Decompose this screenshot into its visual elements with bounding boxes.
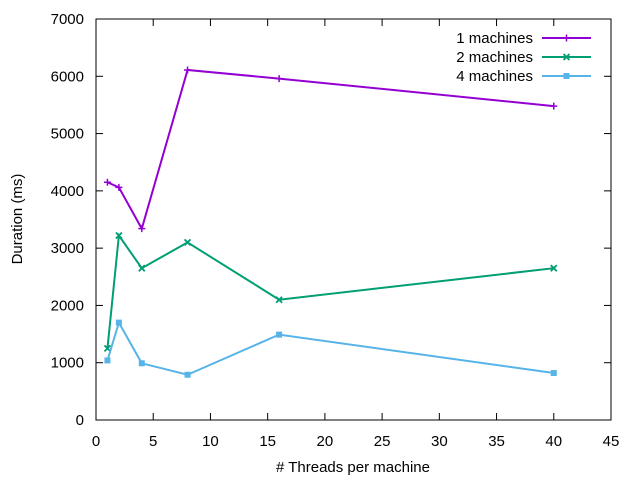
x-tick-label: 45 xyxy=(603,433,620,450)
series-line xyxy=(107,68,554,232)
legend-label: 1 machines xyxy=(456,30,533,47)
data-point xyxy=(184,66,192,74)
legend-entry: 1 machines xyxy=(456,30,591,47)
y-tick-label: 5000 xyxy=(51,126,84,143)
legend: 1 machines 2 machines 4 machines xyxy=(456,30,591,85)
data-point xyxy=(550,264,558,272)
legend-label: 2 machines xyxy=(456,49,533,66)
series-4-machines xyxy=(104,319,557,378)
series-layer xyxy=(103,66,558,378)
series-1-machines xyxy=(103,66,558,233)
legend-marker xyxy=(563,34,570,42)
data-point xyxy=(138,360,145,367)
data-point xyxy=(103,178,111,186)
x-tick-label: 20 xyxy=(317,433,334,450)
data-point xyxy=(183,238,192,247)
x-tick-label: 40 xyxy=(545,433,562,450)
data-point xyxy=(275,296,283,304)
y-axis-label: Duration (ms) xyxy=(9,174,26,265)
data-point xyxy=(104,357,111,364)
y-tick-label: 2000 xyxy=(51,297,84,314)
y-tick-label: 6000 xyxy=(51,68,84,85)
x-axis-ticks: 0 5 10 15 20 25 30 35 40 45 xyxy=(92,19,620,450)
x-axis-label: # Threads per machine xyxy=(276,459,430,476)
data-point xyxy=(550,102,558,110)
legend-marker xyxy=(563,73,570,79)
data-point xyxy=(115,231,123,240)
legend-label: 4 machines xyxy=(456,68,533,85)
data-point xyxy=(275,75,283,83)
legend-entry: 4 machines xyxy=(456,68,591,85)
x-tick-label: 30 xyxy=(431,433,448,450)
legend-entry: 2 machines xyxy=(456,49,591,66)
data-point xyxy=(184,371,191,378)
x-tick-label: 0 xyxy=(92,433,100,450)
series-line xyxy=(106,232,554,349)
x-tick-label: 5 xyxy=(149,433,157,450)
data-point xyxy=(138,264,146,272)
y-tick-label: 0 xyxy=(76,412,84,429)
y-tick-label: 7000 xyxy=(51,11,84,28)
data-point xyxy=(276,331,283,338)
x-tick-label: 15 xyxy=(259,433,276,450)
x-tick-label: 10 xyxy=(202,433,219,450)
y-tick-label: 4000 xyxy=(51,183,84,200)
x-tick-label: 25 xyxy=(374,433,391,450)
y-axis-ticks: 0 1000 2000 3000 4000 5000 6000 7000 xyxy=(51,11,611,429)
series-line xyxy=(106,320,554,376)
data-point xyxy=(115,183,123,191)
data-point xyxy=(115,319,122,326)
plot-border xyxy=(95,18,612,421)
legend-marker xyxy=(562,53,571,61)
y-tick-label: 3000 xyxy=(51,240,84,257)
data-point xyxy=(550,370,557,377)
y-tick-label: 1000 xyxy=(51,355,84,372)
plot-frame xyxy=(95,18,612,421)
x-tick-label: 35 xyxy=(488,433,505,450)
data-point xyxy=(138,225,146,233)
series-2-machines xyxy=(103,231,558,353)
